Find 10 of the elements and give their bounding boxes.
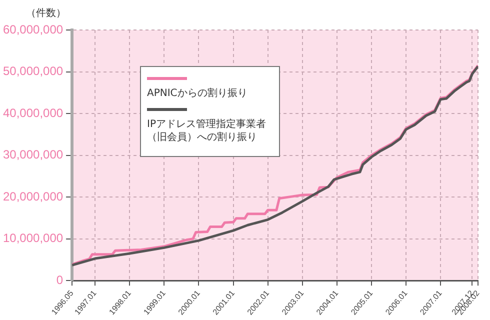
y-tick-label: 0 [56, 272, 64, 287]
y-tick-label: 40,000,000 [2, 106, 64, 120]
y-tick-label: 10,000,000 [2, 231, 64, 246]
y-tick-label: 20,000,000 [2, 189, 64, 204]
y-tick-label: 50,000,000 [2, 64, 64, 78]
y-tick-label: 30,000,000 [2, 148, 64, 162]
y-axis-title: （件数） [26, 7, 66, 20]
y-tick-label: 60,000,000 [2, 22, 64, 36]
legend-label: APNICからの割り振り [147, 87, 248, 100]
legend-label: IPアドレス管理指定事業者（旧会員）への割り振り [147, 118, 267, 144]
